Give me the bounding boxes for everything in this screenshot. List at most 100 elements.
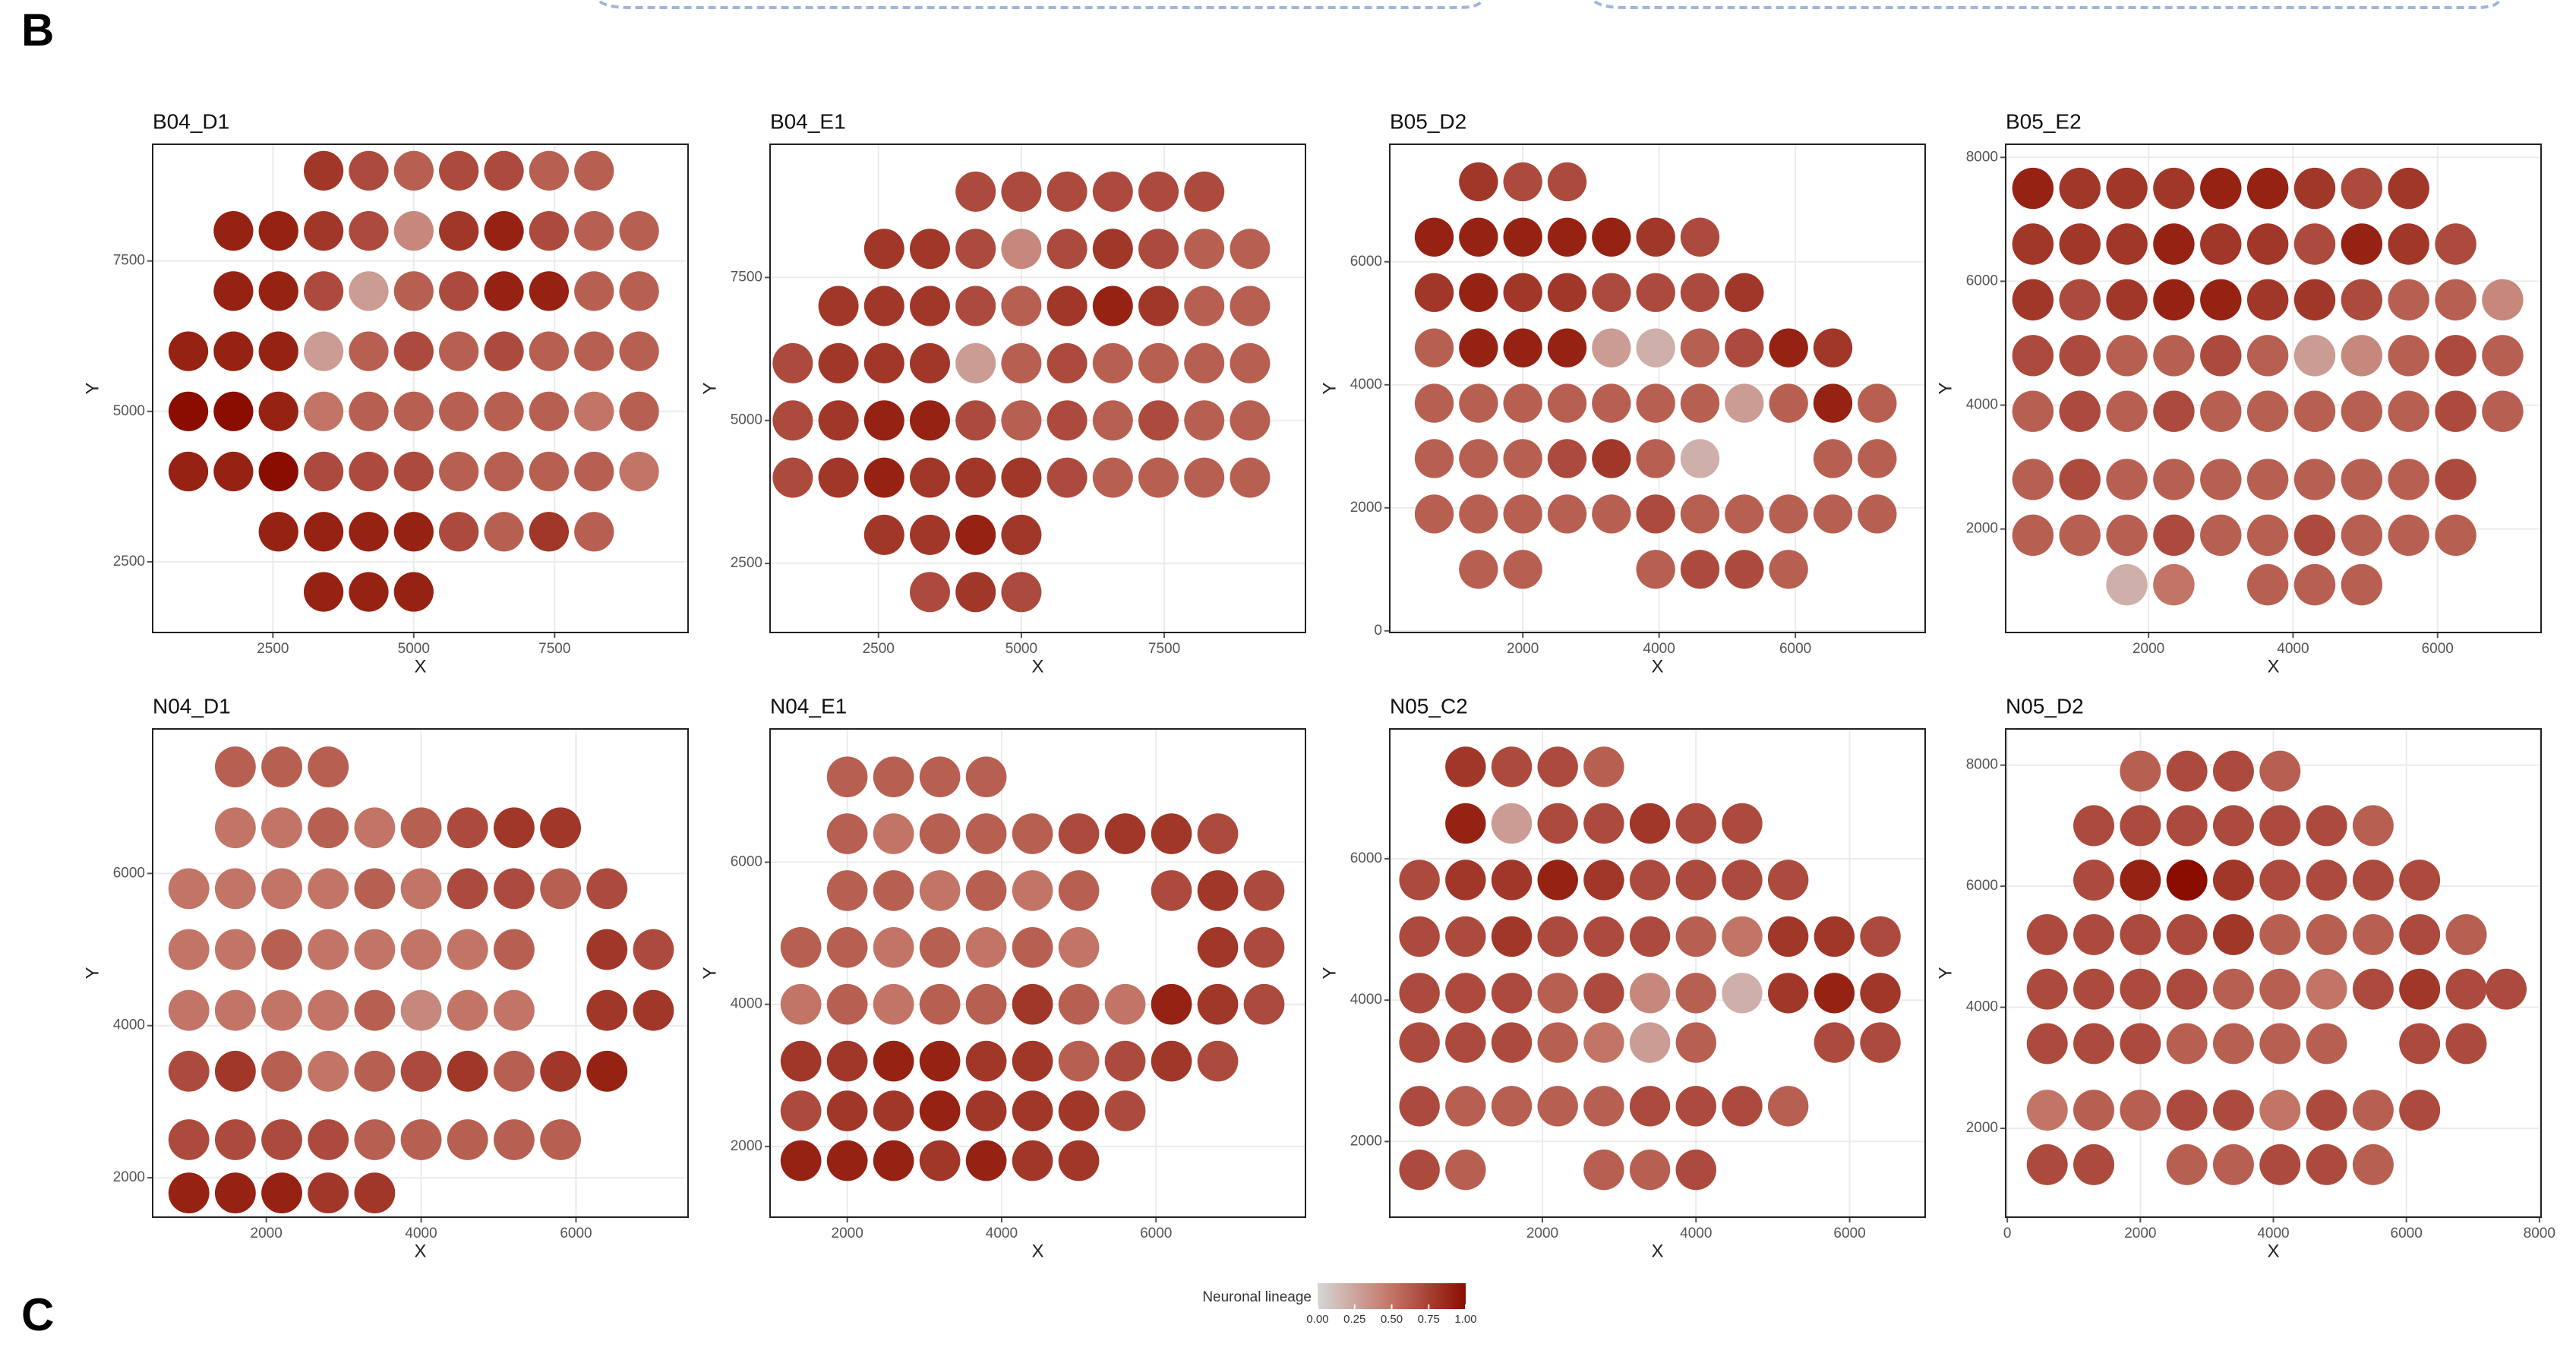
spot	[919, 870, 961, 911]
spot	[2012, 279, 2054, 321]
spot	[2352, 860, 2394, 901]
spot	[2153, 514, 2195, 557]
spot	[2073, 1090, 2115, 1131]
panel-title: N05_D2	[2006, 694, 2084, 718]
spot	[1046, 342, 1088, 383]
spot	[261, 1172, 302, 1214]
spot	[2246, 514, 2289, 557]
spot	[213, 271, 254, 311]
spot	[168, 331, 209, 371]
spot	[1092, 457, 1133, 498]
spot	[1860, 1022, 1901, 1063]
spot	[2012, 335, 2054, 377]
spot	[2166, 750, 2208, 792]
spot	[303, 391, 344, 431]
spot	[2435, 335, 2477, 377]
spot	[1583, 746, 1624, 787]
y-axis-label: Y	[1319, 967, 1340, 979]
spot	[1138, 229, 1179, 270]
spot	[2200, 223, 2242, 265]
spot	[447, 807, 488, 849]
spot	[349, 572, 389, 612]
spot	[1858, 439, 1897, 478]
spot	[1445, 746, 1486, 787]
spot	[1547, 439, 1587, 478]
spot	[214, 807, 256, 849]
spot	[529, 391, 570, 431]
y-tick-label: 6000	[1966, 273, 1998, 289]
spot	[2341, 279, 2383, 321]
spot	[400, 1050, 442, 1092]
x-tick-label: 6000	[2391, 1226, 2423, 1241]
x-tick-label: 2000	[2132, 641, 2164, 657]
spot	[1813, 383, 1853, 423]
spot	[1858, 494, 1897, 534]
spot	[1012, 813, 1053, 854]
y-tick-label: 8000	[1966, 757, 1998, 773]
spot	[965, 1140, 1007, 1181]
spot	[1197, 926, 1239, 968]
spot	[1636, 328, 1675, 368]
spot	[2306, 805, 2347, 847]
spot	[1243, 926, 1285, 968]
spot	[1012, 926, 1053, 968]
spot	[354, 929, 396, 970]
spot	[1592, 217, 1631, 257]
spot	[633, 989, 674, 1031]
spot	[484, 451, 524, 492]
spot	[1399, 1149, 1440, 1191]
x-axis-label: X	[414, 656, 426, 677]
panel-title: N04_E1	[770, 694, 847, 718]
spot	[873, 1090, 914, 1131]
spot	[1860, 916, 1901, 957]
spot	[1001, 342, 1042, 383]
spot	[2435, 514, 2477, 557]
spot	[1399, 860, 1440, 901]
y-tick-label: 5000	[113, 403, 145, 419]
spot	[1230, 342, 1271, 383]
spot	[2388, 390, 2429, 432]
x-axis-label: X	[1031, 1241, 1043, 1261]
spot	[1197, 1040, 1239, 1082]
spot	[2445, 968, 2487, 1010]
spot	[1767, 860, 1809, 901]
spot	[1058, 1040, 1100, 1082]
spot	[2106, 514, 2148, 557]
spot	[910, 342, 950, 383]
plot-border	[1389, 728, 1926, 1218]
spot	[1012, 983, 1053, 1025]
spot	[258, 451, 298, 492]
spot	[1491, 803, 1533, 844]
spot	[1012, 1090, 1053, 1131]
spot	[1629, 1086, 1671, 1127]
spot	[1001, 229, 1042, 270]
y-tick-label: 7500	[113, 253, 145, 269]
spot	[2120, 1090, 2161, 1131]
spot	[1445, 860, 1486, 901]
spot	[400, 1119, 442, 1160]
spot	[965, 926, 1007, 968]
y-axis-label: Y	[82, 382, 103, 394]
spot	[863, 514, 904, 555]
spot	[2388, 279, 2429, 321]
spot	[2482, 390, 2524, 432]
spot	[1230, 229, 1271, 270]
spot	[1675, 803, 1716, 844]
spot	[1445, 803, 1486, 844]
spot	[2435, 390, 2477, 432]
spot	[308, 929, 349, 970]
spot	[400, 807, 442, 849]
spot	[2073, 913, 2115, 955]
spot	[1636, 217, 1675, 257]
spot	[1547, 328, 1587, 368]
x-axis-label: X	[1651, 1241, 1663, 1261]
spot	[1537, 860, 1578, 901]
spot	[955, 572, 996, 613]
spot	[1001, 400, 1042, 441]
spot	[826, 1090, 868, 1131]
spot	[1592, 328, 1631, 368]
spot	[400, 989, 442, 1031]
spot	[303, 331, 344, 371]
spot	[965, 983, 1007, 1025]
spot	[1230, 457, 1271, 498]
